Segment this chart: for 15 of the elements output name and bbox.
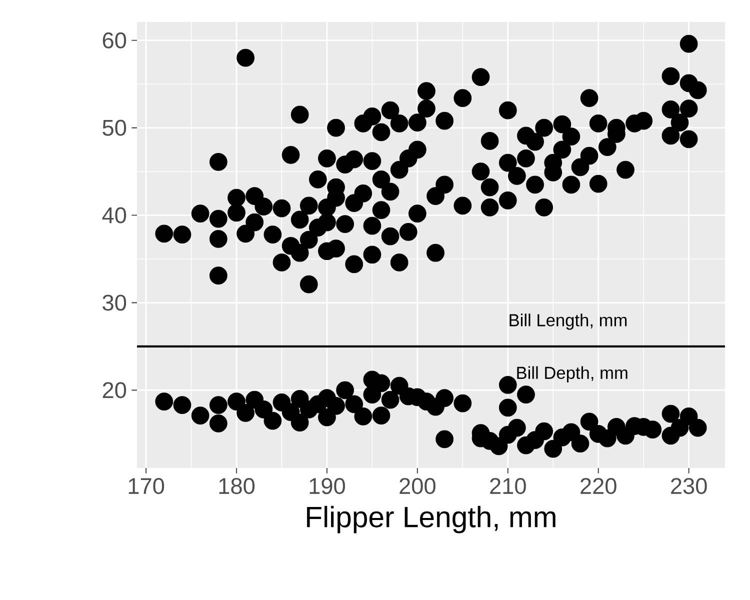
x-axis-title: Flipper Length, mm (307, 506, 556, 534)
y-tick-label: 20 (102, 382, 126, 398)
x-tick-label: 200 (400, 478, 436, 494)
y-tick-label: 60 (102, 32, 126, 48)
y-tick-label: 30 (102, 294, 126, 311)
x-tick-label: 230 (671, 478, 707, 494)
y-tick-label: 40 (102, 207, 126, 224)
y-tick-label: 50 (102, 120, 126, 136)
annotation: Bill Length, mm (510, 314, 627, 330)
annotation: Bill Depth, mm (517, 366, 628, 382)
x-tick-label: 190 (310, 478, 345, 494)
x-tick-label: 180 (219, 478, 255, 494)
x-tick-label: 210 (490, 478, 526, 494)
x-tick-label: 170 (128, 478, 164, 494)
x-tick-label: 220 (580, 478, 616, 494)
